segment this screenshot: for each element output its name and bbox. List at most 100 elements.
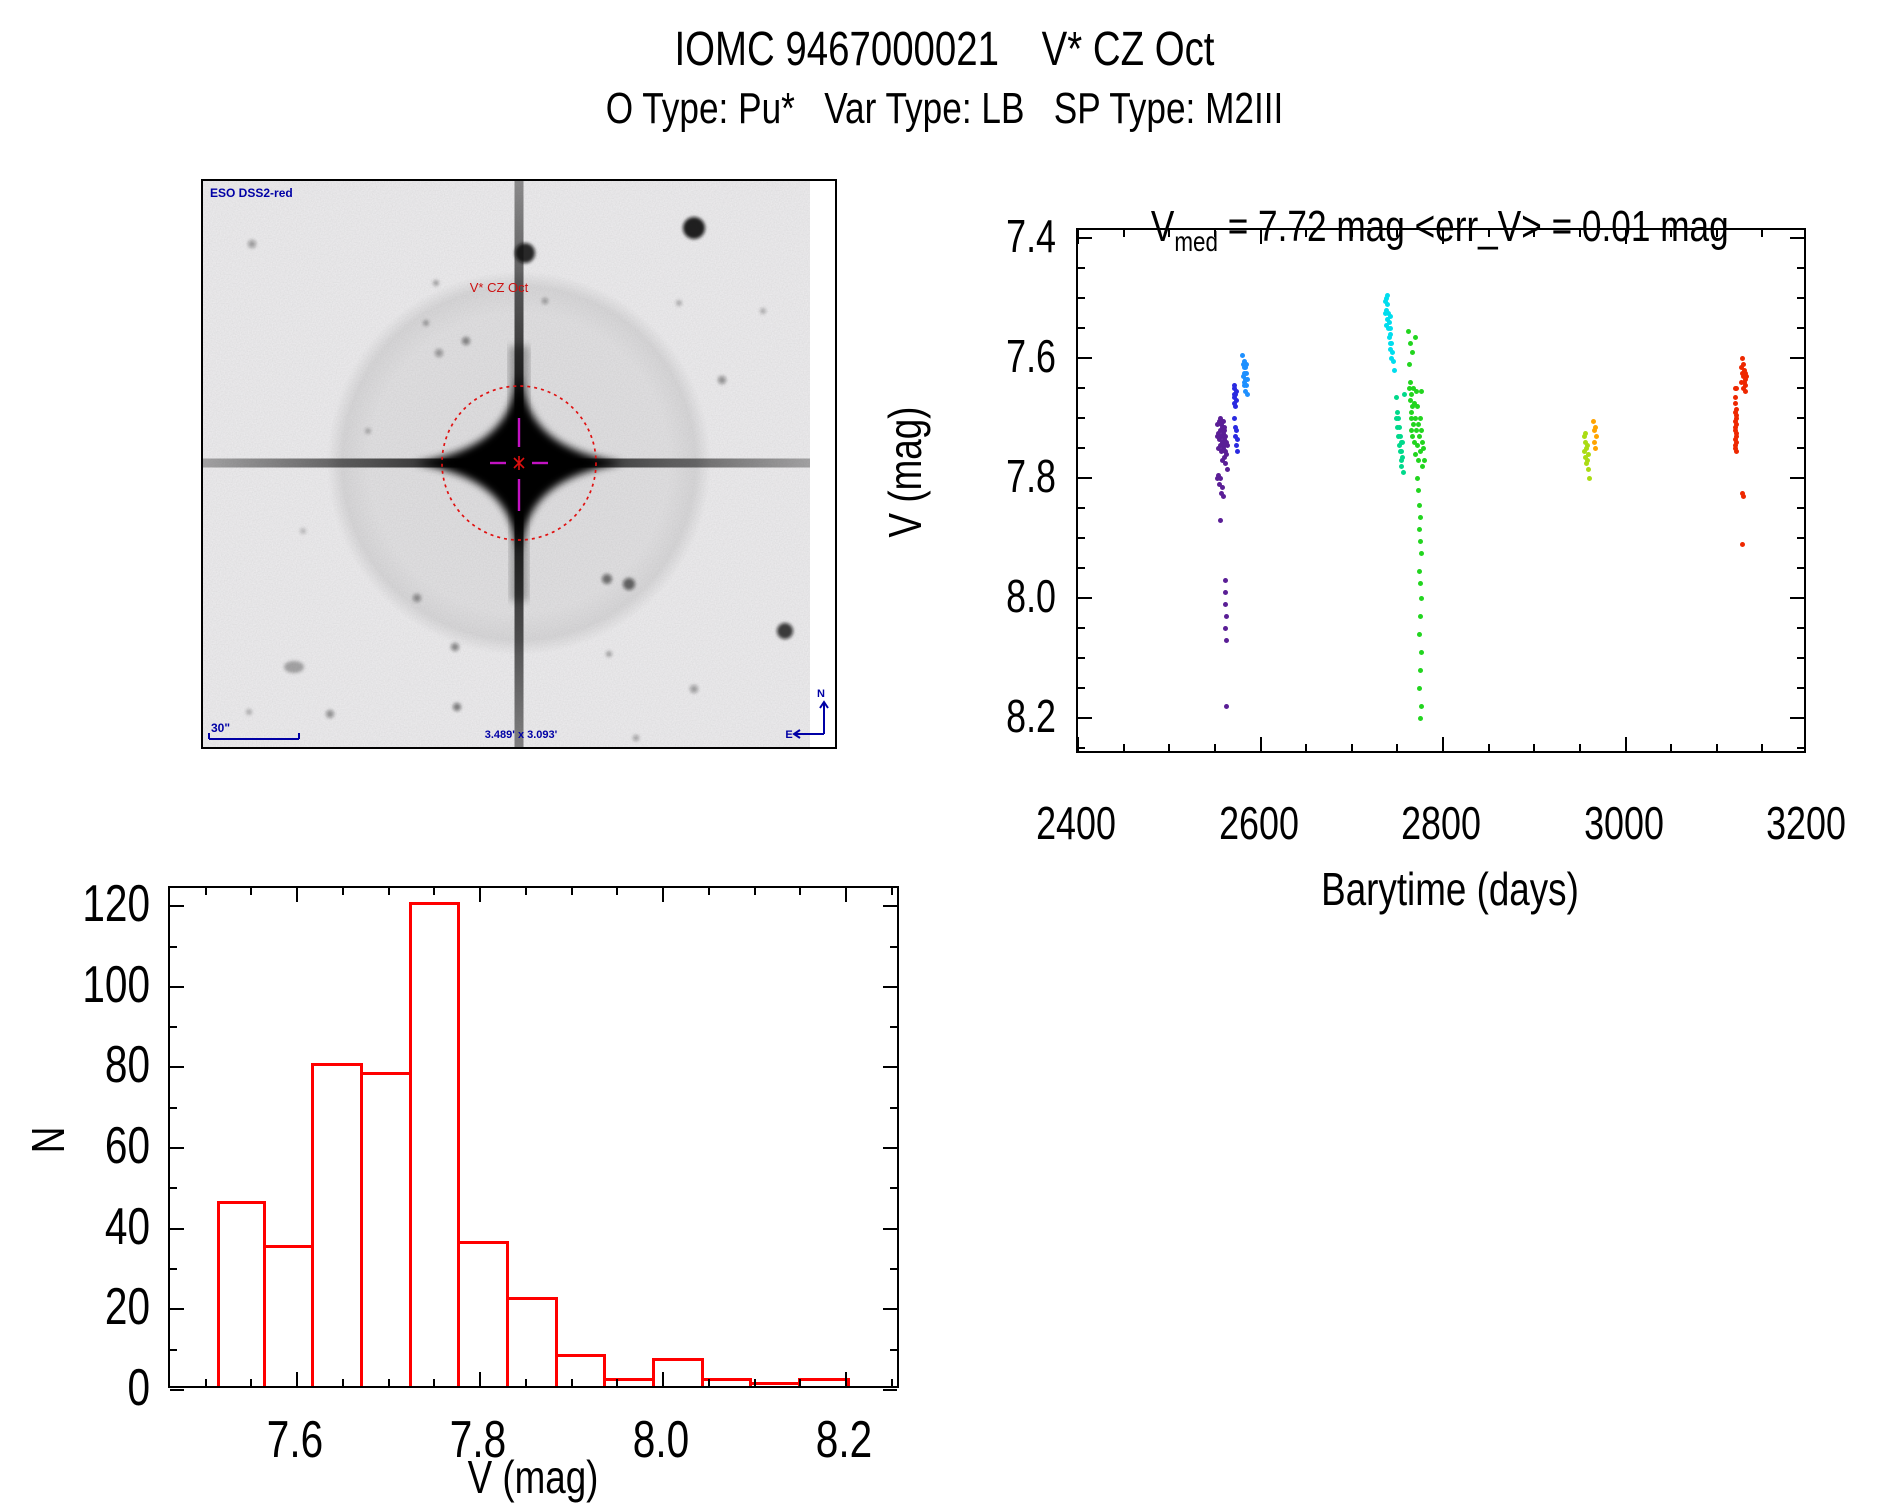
scatter-point <box>1581 448 1587 454</box>
scatter-point <box>1417 715 1423 721</box>
scatter-point <box>1742 382 1748 388</box>
y-minor-tick <box>1078 327 1085 329</box>
y-minor-tick <box>1078 567 1085 569</box>
scatter-point <box>1739 355 1745 361</box>
scatter-point <box>1215 433 1221 439</box>
scatter-point <box>1418 427 1424 433</box>
scatter-point <box>1402 391 1408 397</box>
x-minor-tick-top <box>524 888 527 895</box>
y-major-tick <box>1078 357 1092 359</box>
scatter-ylabel-text: V (mag) <box>879 406 931 538</box>
scatter-point <box>1412 439 1418 445</box>
scatter-point <box>1400 454 1406 460</box>
hist-x-tick-label: 8.2 <box>815 1411 873 1469</box>
x-major-tick <box>1442 737 1444 751</box>
scatter-point <box>1411 421 1417 427</box>
scatter-point <box>1231 382 1237 388</box>
scatter-point <box>1217 442 1223 448</box>
scatter-point <box>1414 388 1420 394</box>
scatter-point <box>1216 472 1222 478</box>
scatter-point <box>1216 481 1222 487</box>
y-minor-tick-right <box>1797 507 1804 509</box>
x-minor-tick <box>524 1379 527 1386</box>
x-major-tick <box>1078 737 1079 751</box>
scatter-title-rest: = 7.72 mag <err_V> = 0.01 mag <box>1217 202 1729 251</box>
scatter-point <box>1407 340 1413 346</box>
scatter-point <box>1414 427 1420 433</box>
x-minor-tick <box>616 1379 619 1386</box>
field-star <box>284 661 304 673</box>
target-marker <box>441 385 597 541</box>
scatter-point <box>1738 364 1744 370</box>
scatter-point <box>1244 370 1250 376</box>
y-minor-tick <box>1078 537 1085 539</box>
scatter-point <box>1416 685 1422 691</box>
scatter-point <box>1232 391 1238 397</box>
x-minor-tick <box>1761 744 1764 751</box>
hist-y-tick-label: 20 <box>104 1278 150 1337</box>
scatter-point <box>1734 439 1740 445</box>
scatter-point <box>1241 379 1247 385</box>
field-star <box>606 651 612 657</box>
x-major-tick-top <box>479 888 481 902</box>
x-minor-tick <box>1350 744 1353 751</box>
scatter-point <box>1419 439 1425 445</box>
x-minor-tick-top <box>1396 230 1399 237</box>
x-minor-tick <box>1670 744 1673 751</box>
page-subtitle-text: O Type: Pu* Var Type: LB SP Type: M2III <box>605 84 1284 133</box>
scatter-point <box>1585 466 1591 472</box>
scatter-point <box>1383 322 1389 328</box>
scatter-point <box>1400 439 1406 445</box>
field-star <box>423 320 429 326</box>
x-minor-tick <box>753 1379 756 1386</box>
y-major-tick-right <box>1790 357 1804 359</box>
scatter-y-tick-label: 7.6 <box>1006 330 1056 382</box>
field-star <box>453 703 461 711</box>
hist-xlabel: V (mag) <box>468 1450 599 1504</box>
field-stars <box>246 217 793 741</box>
hist-ylabel: N <box>21 1127 75 1154</box>
scatter-point <box>1396 442 1402 448</box>
x-minor-tick-top <box>1715 230 1718 237</box>
scatter-y-tick-label: 8.2 <box>1006 690 1056 742</box>
scatter-point <box>1389 340 1395 346</box>
y-major-tick-right <box>1790 597 1804 599</box>
scatter-point <box>1397 433 1403 439</box>
scatter-y-tick-label: 7.4 <box>1006 210 1056 262</box>
scatter-point <box>1240 361 1246 367</box>
y-minor-tick-right <box>1797 267 1804 269</box>
field-star <box>676 300 682 306</box>
scatter-point <box>1234 442 1240 448</box>
y-minor-tick <box>1078 687 1085 689</box>
page-title-text: IOMC 9467000021 V* CZ Oct <box>674 23 1215 76</box>
y-major-tick <box>170 1066 184 1069</box>
x-minor-tick <box>433 1379 436 1386</box>
hist-y-tick-label: 120 <box>82 875 150 934</box>
scatter-point <box>1224 703 1230 709</box>
field-star <box>248 240 256 248</box>
scatter-point <box>1239 352 1245 358</box>
x-minor-tick <box>1122 744 1125 751</box>
field-star <box>433 280 439 286</box>
scatter-point <box>1583 445 1589 451</box>
scatter-point <box>1399 448 1405 454</box>
scatter-point <box>1733 442 1739 448</box>
scatter-point <box>1415 421 1421 427</box>
scatter-point <box>1224 637 1230 643</box>
field-star <box>462 337 470 345</box>
scatter-point <box>1416 631 1422 637</box>
survey-label: ESO DSS2-red <box>210 186 293 200</box>
hist-bar <box>506 1297 558 1386</box>
scatter-point <box>1215 475 1221 481</box>
x-minor-tick <box>1533 744 1536 751</box>
scatter-point <box>1394 409 1400 415</box>
scatter-x-tick-label: 2600 <box>1218 797 1299 849</box>
y-minor-tick <box>170 1348 177 1351</box>
x-minor-tick-top <box>433 888 436 895</box>
scatter-point <box>1409 391 1415 397</box>
y-major-tick-right <box>883 1389 897 1391</box>
scatter-point <box>1740 493 1746 499</box>
compass-north-label: N <box>817 688 825 700</box>
scatter-point <box>1393 394 1399 400</box>
scatter-point <box>1235 436 1241 442</box>
